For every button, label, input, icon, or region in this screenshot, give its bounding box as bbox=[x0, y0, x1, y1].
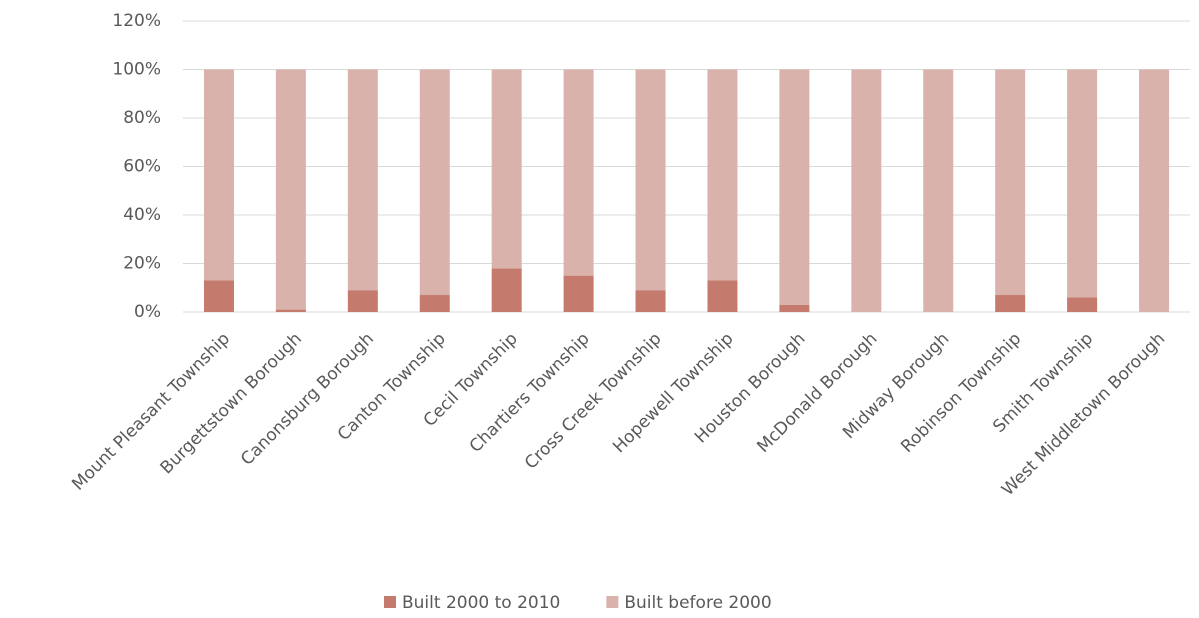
bar-segment bbox=[275, 309, 306, 312]
y-tick-label: 40% bbox=[123, 205, 161, 225]
legend-swatch bbox=[384, 596, 396, 608]
bar-segment bbox=[203, 69, 234, 281]
y-tick-label: 60% bbox=[123, 157, 161, 177]
bar-segment bbox=[707, 69, 738, 281]
x-tick-label: Hopewell Township bbox=[609, 329, 737, 457]
bar-segment bbox=[275, 69, 306, 310]
bar-segment bbox=[1067, 69, 1098, 298]
x-tick-label: Canonsburg Borough bbox=[237, 329, 378, 470]
legend-label: Built before 2000 bbox=[624, 593, 771, 613]
x-tick-label: Burgettstown Borough bbox=[157, 329, 306, 478]
bar-segment bbox=[491, 69, 522, 269]
y-tick-label: 20% bbox=[123, 254, 161, 274]
x-tick-label: Chartiers Township bbox=[466, 329, 594, 457]
bar-segment bbox=[563, 275, 594, 312]
bar-segment bbox=[419, 69, 450, 296]
bar-segment bbox=[779, 69, 810, 305]
bar-segment bbox=[707, 280, 738, 312]
bar-segment bbox=[347, 290, 378, 312]
bar-segment bbox=[1139, 69, 1170, 312]
y-tick-label: 80% bbox=[123, 108, 161, 128]
bar-segment bbox=[635, 290, 666, 312]
bar-segment bbox=[995, 295, 1026, 312]
y-tick-label: 100% bbox=[112, 60, 161, 80]
bar-segment bbox=[1067, 297, 1098, 312]
bar-segment bbox=[563, 69, 594, 276]
legend-swatch bbox=[606, 596, 619, 608]
bar-segment bbox=[203, 280, 234, 312]
bar-segment bbox=[923, 69, 954, 312]
x-tick-label: McDonald Borough bbox=[753, 329, 881, 457]
bar-segment bbox=[995, 69, 1026, 296]
x-tick-label: Robinson Township bbox=[897, 329, 1025, 457]
bar-segment bbox=[851, 69, 882, 312]
x-tick-label: Cross Creek Township bbox=[521, 329, 666, 474]
bar-segment bbox=[491, 268, 522, 312]
bar-segment bbox=[779, 304, 810, 312]
bar-segment bbox=[635, 69, 666, 291]
bar-segment bbox=[419, 295, 450, 312]
y-tick-label: 0% bbox=[134, 302, 161, 322]
legend-label: Built 2000 to 2010 bbox=[402, 593, 560, 613]
y-tick-label: 120% bbox=[112, 11, 161, 31]
bar-segment bbox=[347, 69, 378, 291]
